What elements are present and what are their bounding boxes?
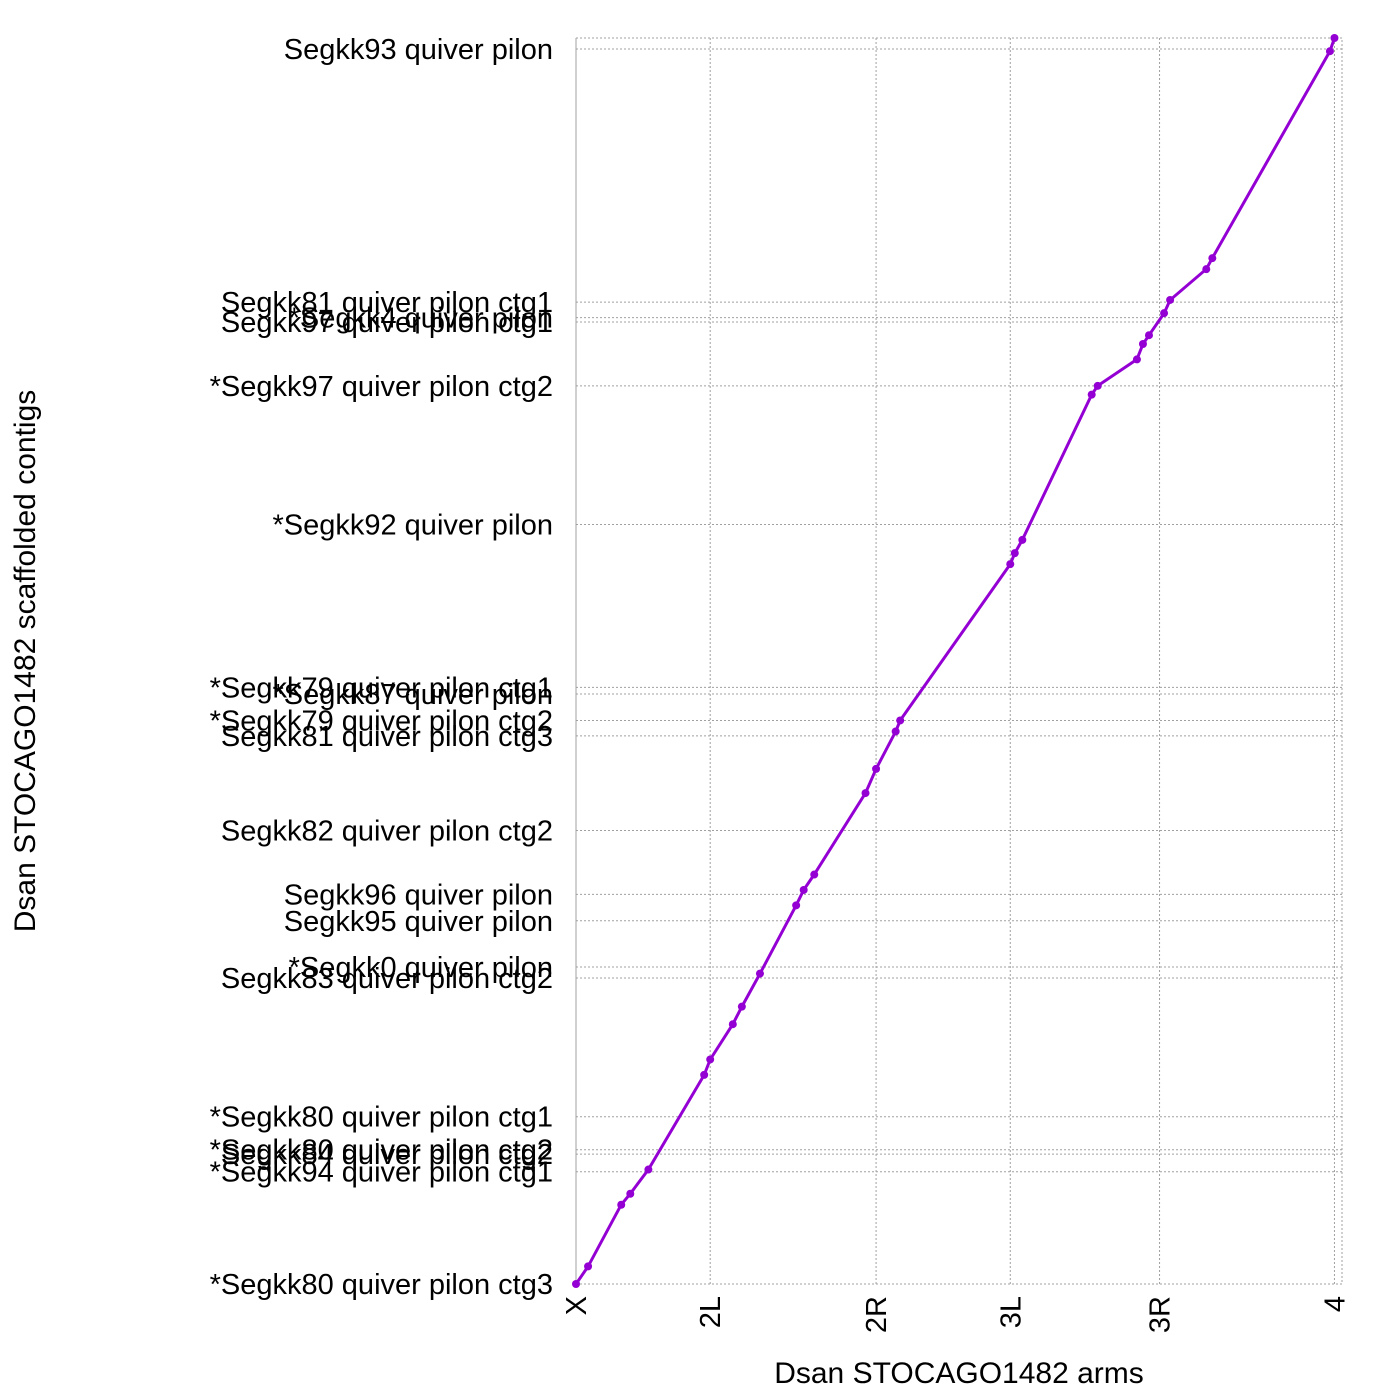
y-tick-labels: *Segkk80 quiver pilon ctg3 *Segkk94 quive… [210,34,553,1301]
x-tick-labels: X 2L 2R 3L 3R 4 [561,1296,1351,1333]
alignment-point [1325,47,1334,56]
x-tick-label: 2L [695,1296,727,1328]
y-tick-label: *Segkk80 quiver pilon ctg3 [210,1269,553,1301]
alignment-point [1138,339,1147,348]
y-tick-label: *Segkk87 quiver pilon [272,679,553,711]
x-tick-label: 3L [995,1296,1027,1328]
alignment-point [810,870,819,879]
alignment-point [1093,381,1102,390]
y-tick-label: Segkk82 quiver pilon ctg2 [221,816,553,848]
y-tick-label: Segkk81 quiver pilon ctg3 [221,721,553,753]
alignment-point [1087,390,1096,399]
alignment-point [728,1020,737,1029]
x-tick-label: X [561,1296,593,1315]
y-tick-label: Segkk84 quiver pilon ctg2 [221,1139,553,1171]
x-tick-label: 4 [1319,1296,1351,1312]
alignment-point [617,1200,626,1209]
y-tick-label: *Segkk4 quiver pilon [289,303,553,335]
y-tick-label: *Segkk80 quiver pilon ctg1 [210,1102,553,1134]
alignment-point [1144,331,1153,340]
alignment-point [1010,549,1019,558]
y-tick-label: Segkk81 quiver pilon ctg1 [221,287,553,319]
y-tick-label: *Segkk0 quiver pilon [289,952,553,984]
alignment-point [1208,254,1217,263]
y-tick-label: Segkk83 quiver pilon ctg2 [221,963,553,995]
x-tick-label: 2R [861,1296,893,1333]
alignment-line [574,37,1336,1285]
alignment-point [755,969,764,978]
plot-frame [575,37,1343,1285]
alignment-point [737,1002,746,1011]
alignment-point [1018,535,1027,544]
y-tick-label: *Segkk80 quiver pilon ctg2 [210,1135,553,1167]
y-tick-label: Segkk97 quiver pilon ctg1 [221,307,553,339]
alignment-point [1166,295,1175,304]
alignment-point [1202,265,1211,274]
y-tick-label: Segkk96 quiver pilon [284,879,553,911]
alignment-point [1006,560,1015,569]
alignment-point [706,1055,715,1064]
x-axis-label: Dsan STOCAGO1482 arms [774,1357,1144,1390]
alignment-point [1160,309,1169,318]
y-tick-label: *Segkk92 quiver pilon [272,510,553,542]
y-tick-label: *Segkk94 quiver pilon ctg1 [210,1157,553,1189]
alignment-point [700,1070,709,1079]
y-axis-label: Dsan STOCAGO1482 scaffolded contigs [9,390,42,933]
y-tick-label: Segkk93 quiver pilon [284,34,553,66]
alignment-point [1132,355,1141,364]
alignment-point [1330,34,1339,42]
alignment-point [896,716,905,725]
alignment-point [644,1165,653,1174]
y-tick-label: *Segkk79 quiver pilon ctg2 [210,705,553,737]
alignment-point [572,1280,580,1288]
y-tick-label: Segkk95 quiver pilon [284,906,553,938]
alignment-point [891,727,900,736]
alignment-point [792,901,801,910]
y-tick-label: *Segkk97 quiver pilon ctg2 [210,371,553,403]
y-tick-label: *Segkk79 quiver pilon ctg1 [210,672,553,704]
x-tick-label: 3R [1145,1296,1177,1333]
alignment-point [861,789,870,798]
alignment-point [799,885,808,894]
alignment-point [626,1189,635,1198]
alignment-point [584,1262,593,1271]
alignment-series [572,34,1339,1288]
alignment-point [872,764,881,773]
